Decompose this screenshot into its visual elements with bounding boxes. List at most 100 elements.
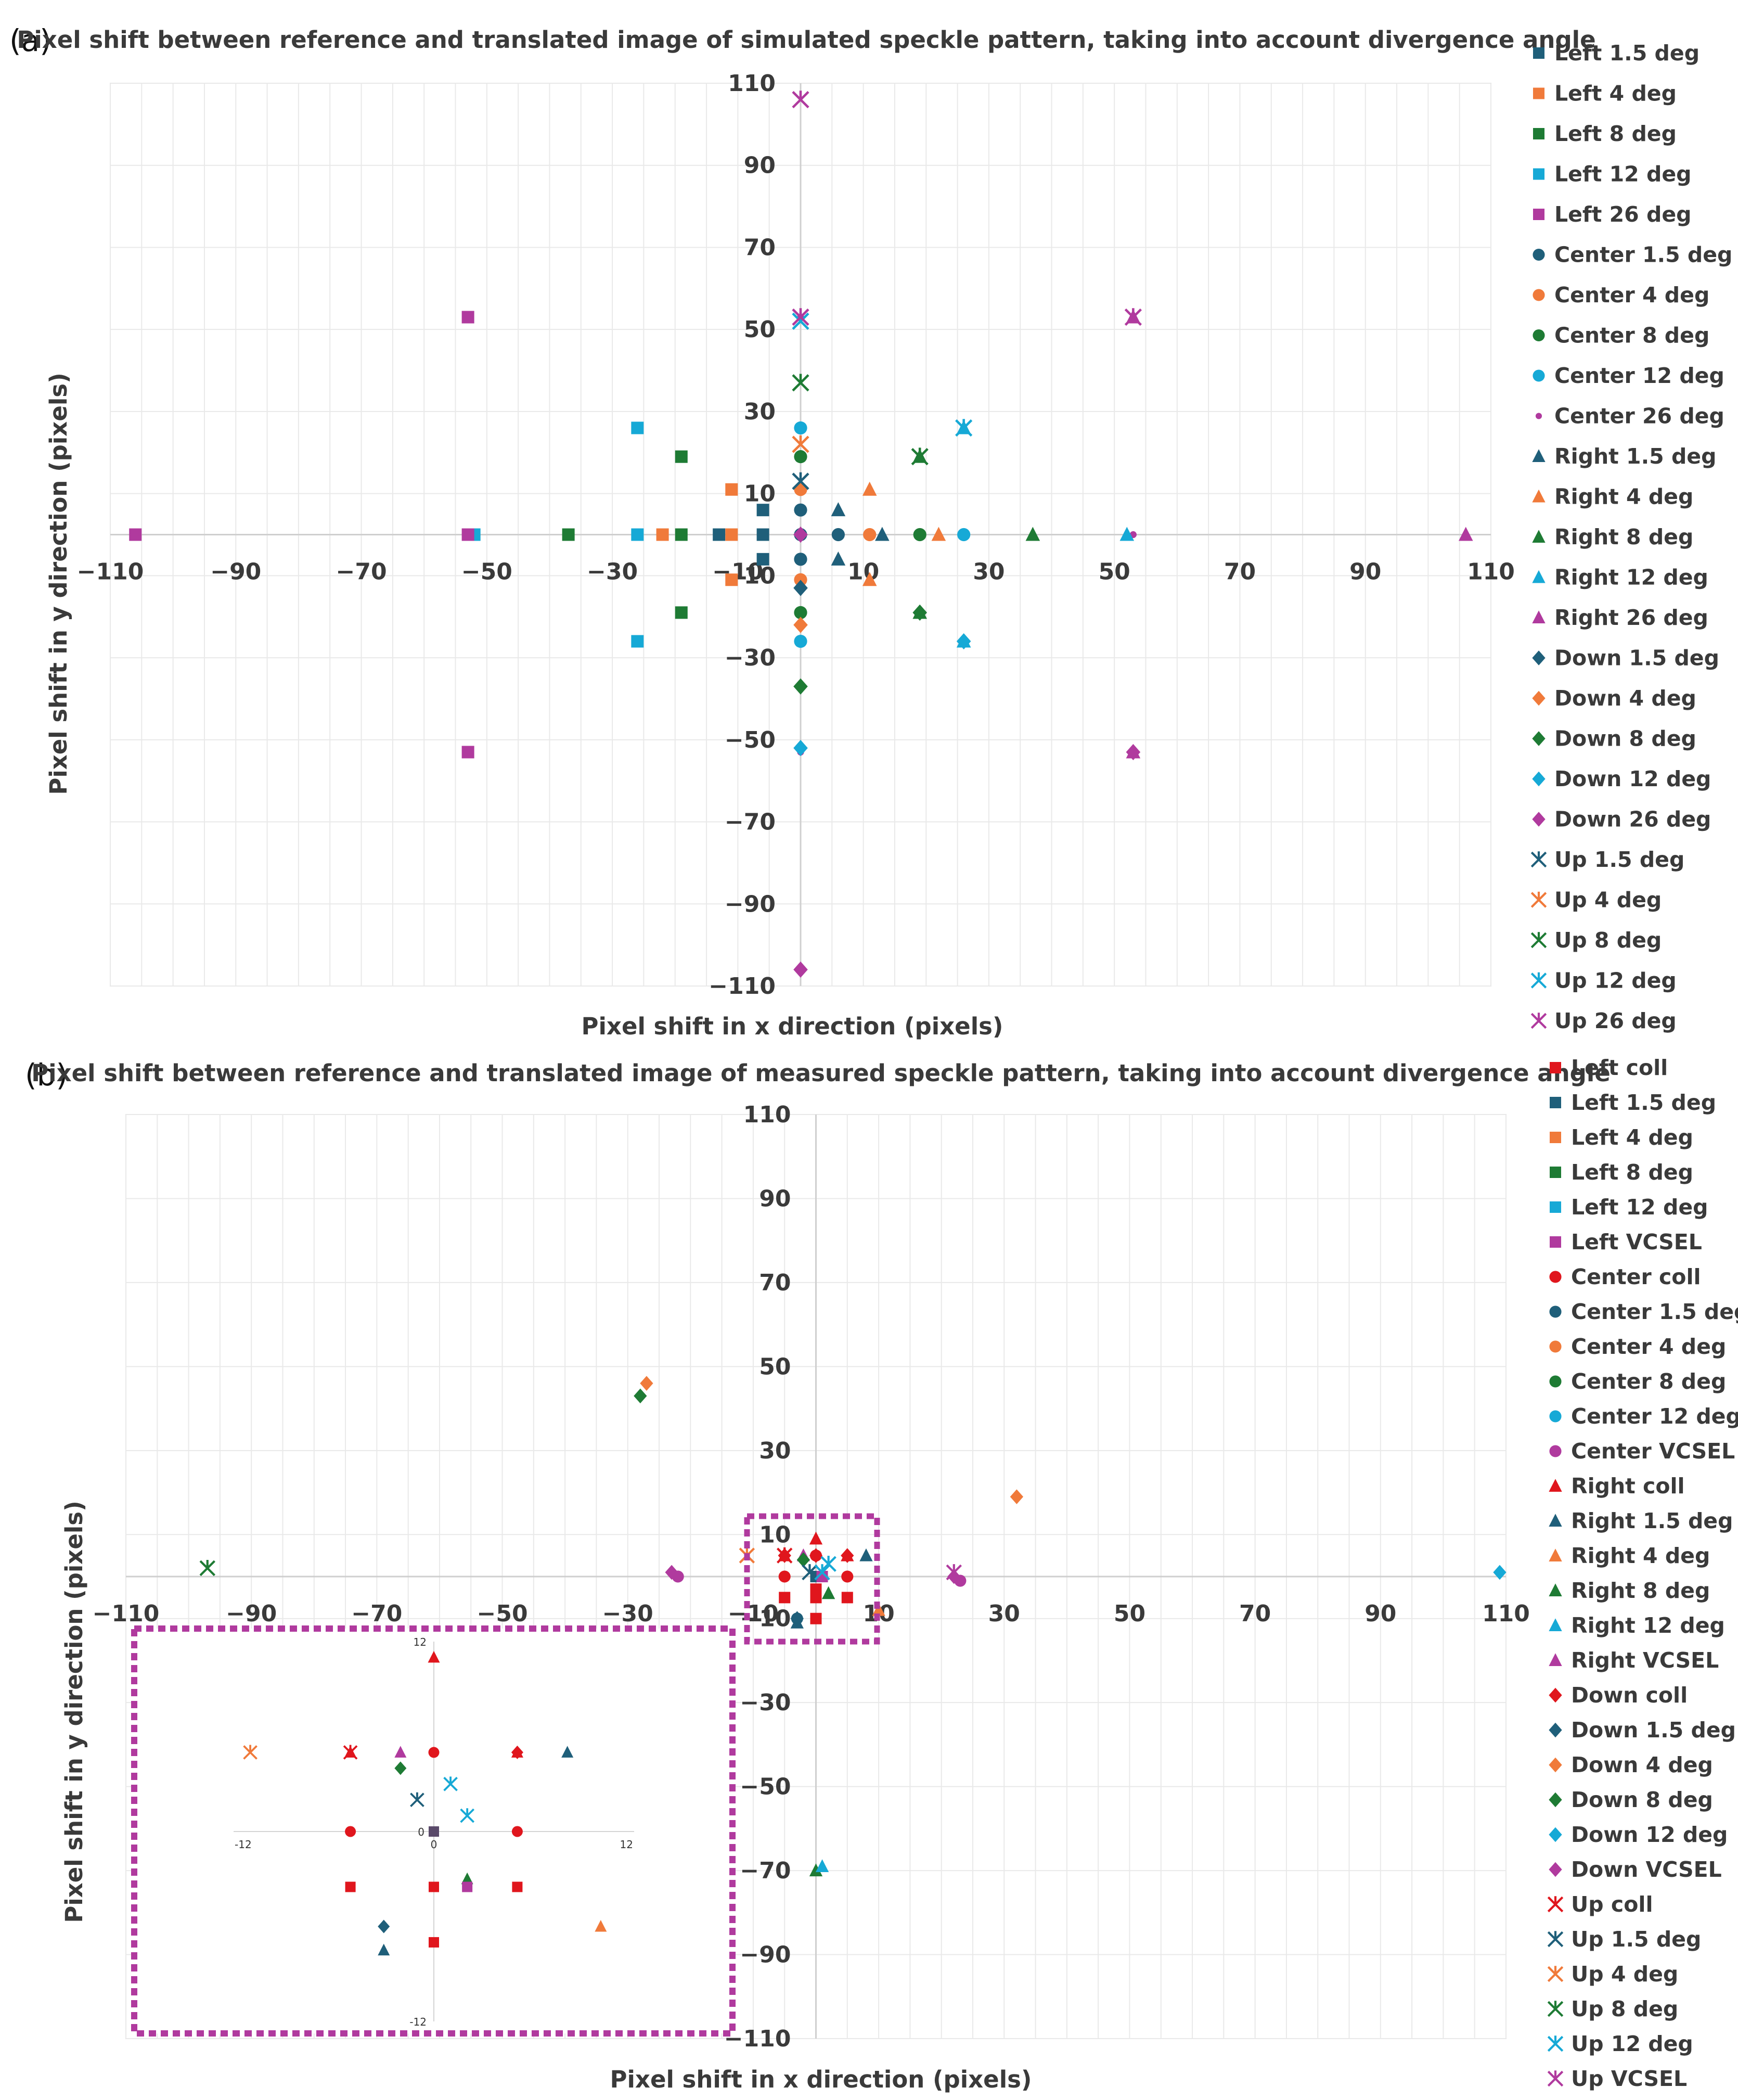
legend-label: Right 1.5 deg [1554,444,1716,469]
x-tick-label: −70 [336,559,387,585]
data-point [725,528,738,541]
data-point [562,528,575,541]
legend-marker [1530,972,1547,989]
panel-b-x-axis-title: Pixel shift in x direction (pixels) [610,2066,1032,2093]
panel-a-tick-labels: −110 −90 −70 −50 −30 −10 10 30 50 70 90 110 110 90 70 5… [77,70,1515,1000]
legend-marker [1547,2035,1564,2052]
legend-item: Up 12 deg [1547,2031,1693,2056]
data-point [872,1603,885,1616]
inset-data-point [243,1745,258,1760]
x-tick-label: 70 [1239,1600,1271,1627]
legend-marker [1550,1167,1561,1178]
legend-item: Left 26 deg [1533,202,1691,227]
panel-b-points [199,1376,1507,1877]
legend-item: Left coll [1550,1055,1668,1080]
panel-a-points [129,91,1473,978]
legend-item: Left 12 deg [1533,162,1691,187]
x-tick-label: −10 [728,1600,779,1627]
legend-marker [1549,1618,1562,1631]
legend-marker [1549,1479,1562,1492]
data-point [776,1547,793,1564]
legend-item: Up 1.5 deg [1547,1927,1701,1952]
legend-item: Center 4 deg [1533,283,1709,308]
legend-marker [1549,1514,1562,1527]
legend-label: Right 1.5 deg [1571,1508,1733,1533]
data-point [911,447,929,466]
data-point [859,1548,873,1561]
legend-label: Right 12 deg [1554,565,1708,590]
legend-marker [1549,1722,1562,1738]
legend-item: Right 26 deg [1532,605,1708,630]
data-point [946,1564,962,1581]
x-tick-label: −110 [77,559,144,585]
legend-label: Left 1.5 deg [1554,41,1700,66]
legend-marker [1549,1757,1562,1773]
legend-item: Down 12 deg [1532,766,1711,791]
legend-label: Down 1.5 deg [1571,1718,1736,1743]
x-tick-label: −30 [587,559,638,585]
data-point [656,528,669,541]
inset-data-point [461,1872,473,1885]
legend-marker [1547,1966,1564,1982]
data-point [675,606,688,619]
data-point [912,604,928,621]
legend-marker [1550,1097,1561,1108]
legend-marker [1549,1548,1562,1561]
y-tick-label: −70 [740,1858,791,1884]
legend-item: Center 1.5 deg [1549,1299,1738,1324]
legend-label: Center 1.5 deg [1554,242,1732,267]
inset-data-point [345,1881,356,1892]
legend-marker [1549,1340,1562,1353]
legend-marker [1533,248,1545,261]
legend-label: Up 8 deg [1571,1996,1678,2021]
legend-marker [1533,209,1544,220]
legend-marker [1550,1236,1561,1248]
x-tick-label: −70 [351,1600,402,1627]
inset-data-point [378,1919,390,1933]
legend-item: Right 1.5 deg [1549,1508,1733,1533]
legend-marker [1532,489,1546,503]
x-tick-label: −30 [602,1600,653,1627]
panel-b: (b) Pixel shift between reference and tr… [25,1055,1738,2093]
data-point [756,553,769,566]
inset-tick-label: -12 [409,2016,427,2028]
y-tick-label: −70 [725,809,776,836]
legend-marker [1549,1583,1562,1596]
y-tick-label: 10 [759,1521,791,1548]
data-point [713,528,726,541]
legend-label: Left 4 deg [1554,81,1677,106]
inset-data-point [443,1776,458,1791]
x-tick-label: 30 [973,559,1005,585]
legend-label: Down 8 deg [1554,726,1696,751]
legend-label: Up coll [1571,1892,1653,1917]
data-point [810,1583,822,1595]
legend-label: Left 26 deg [1554,202,1691,227]
legend-item: Down coll [1549,1683,1688,1708]
data-point [793,617,808,633]
data-point [725,483,738,496]
inset-data-point [378,1943,390,1956]
data-point [957,528,971,542]
legend-item: Up 26 deg [1530,1008,1677,1033]
data-point [794,503,807,517]
data-point [1010,1489,1024,1504]
data-point [947,1569,961,1584]
legend-item: Left 8 deg [1533,121,1677,146]
inset-data-point [429,1881,439,1892]
data-point [794,553,807,566]
legend-item: Right VCSEL [1549,1648,1719,1673]
legend-label: Up 8 deg [1554,928,1662,953]
legend-label: Up VCSEL [1571,2066,1687,2091]
legend-label: Left 8 deg [1554,121,1677,146]
data-point [756,528,769,541]
legend-label: Up 1.5 deg [1571,1927,1701,1952]
legend-marker [1550,1201,1561,1213]
x-tick-label: 110 [1482,1600,1530,1627]
legend-item: Center 4 deg [1549,1334,1726,1359]
legend-marker [1533,329,1545,342]
legend-item: Up VCSEL [1547,2066,1687,2091]
inset-data-point [410,1792,424,1808]
inset-data-point [511,1826,523,1837]
legend-marker [1547,2001,1564,2017]
